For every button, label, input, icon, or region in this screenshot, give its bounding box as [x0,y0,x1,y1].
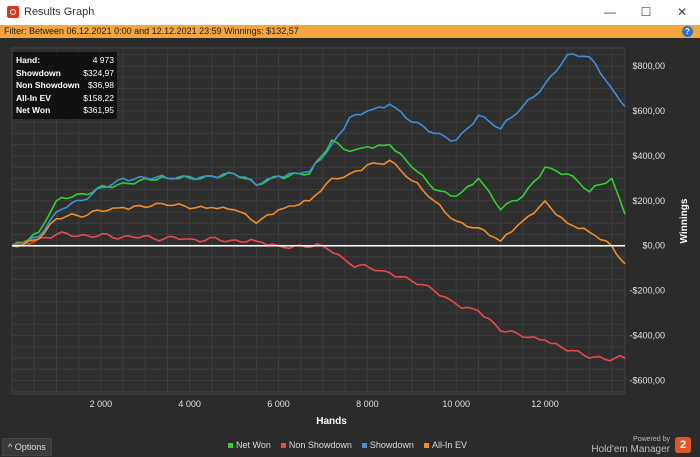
x-tick-label: 12 000 [531,399,559,409]
window-title: Results Graph [24,6,95,18]
stat-label: Showdown [16,67,61,78]
y-tick-label: -$400,00 [629,331,665,341]
stat-value: $324,97 [83,67,114,78]
legend-item-non-showdown[interactable]: Non Showdown [280,440,352,450]
legend-swatch [361,442,367,448]
brand-powered-by: Powered by [633,436,670,443]
legend-label: Showdown [369,440,414,450]
filter-text: Filter: Between 06.12.2021 0:00 and 12.1… [4,26,299,36]
legend-swatch [228,442,233,448]
stat-label: Non Showdown [16,80,80,91]
stat-label: Net Won [16,105,51,116]
y-tick-label: $400,00 [632,151,665,161]
stat-row-all-in-ev: All-In EV $158,22 [16,92,114,105]
legend-label: Non Showdown [288,440,352,450]
x-tick-label: 8 000 [356,399,379,409]
stats-panel: Hand: 4 973 Showdown $324,97 Non Showdow… [13,52,117,119]
legend-item-showdown[interactable]: Showdown [361,440,414,450]
brand-name: Hold'em Manager [591,444,670,455]
bottom-bar: ^ Options Net Won Non Showdown Showdown … [0,435,700,457]
y-tick-label: $0,00 [642,241,665,251]
stat-label: All-In EV [16,92,51,103]
stat-value: $36,98 [88,80,114,91]
legend-swatch [280,442,286,448]
y-tick-label: -$600,00 [629,376,665,386]
stat-value: $158,22 [83,92,114,103]
x-axis-label: Hands [316,416,347,427]
filter-bar: Filter: Between 06.12.2021 0:00 and 12.1… [0,25,700,38]
y-tick-label: $200,00 [632,196,665,206]
legend-swatch [423,442,429,448]
y-tick-label: $800,00 [632,61,665,71]
x-tick-label: 4 000 [178,399,201,409]
y-tick-label: $600,00 [632,106,665,116]
legend-item-all-in-ev[interactable]: All-In EV [423,440,467,450]
options-button[interactable]: ^ Options [2,438,52,456]
hm2-logo-icon: 2 [675,437,691,453]
stat-row-non-showdown: Non Showdown $36,98 [16,79,114,92]
stat-label: Hand: [16,55,41,65]
minimize-button[interactable]: — [604,5,616,19]
x-tick-label: 10 000 [442,399,470,409]
y-tick-label: -$200,00 [629,286,665,296]
x-tick-label: 2 000 [90,399,113,409]
stat-row-hands: Hand: 4 973 [16,54,114,67]
chart-legend: Net Won Non Showdown Showdown All-In EV [228,440,467,450]
stat-value: $361,95 [83,105,114,116]
series-line-showdown [11,52,626,247]
close-button[interactable]: ✕ [676,5,688,19]
maximize-button[interactable]: ☐ [640,5,652,19]
stat-row-showdown: Showdown $324,97 [16,67,114,80]
y-axis-label: Winnings [679,198,690,243]
help-icon[interactable]: ? [682,26,693,37]
title-bar: Results Graph — ☐ ✕ [0,0,700,26]
legend-label: Net Won [236,440,271,450]
legend-item-net-won[interactable]: Net Won [228,440,271,450]
stat-row-net-won: Net Won $361,95 [16,104,114,117]
x-tick-label: 6 000 [267,399,290,409]
series-line-all-in-ev [11,159,626,265]
app-logo-icon [7,6,19,18]
legend-label: All-In EV [431,440,467,450]
stat-value: 4 973 [92,55,114,65]
brand-text: Powered by Hold'em Manager [591,435,670,455]
